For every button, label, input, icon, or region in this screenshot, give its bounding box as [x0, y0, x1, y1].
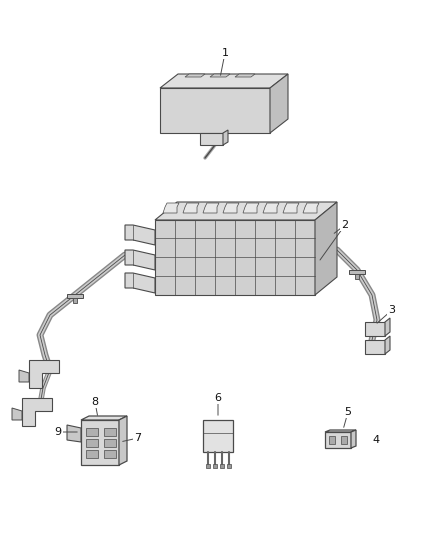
- Polygon shape: [125, 273, 155, 293]
- Polygon shape: [19, 370, 29, 382]
- Polygon shape: [104, 428, 116, 436]
- Polygon shape: [325, 430, 356, 432]
- Polygon shape: [351, 430, 356, 448]
- Polygon shape: [385, 318, 390, 336]
- Text: 3: 3: [389, 305, 396, 315]
- Polygon shape: [341, 436, 347, 444]
- Polygon shape: [185, 74, 205, 77]
- Polygon shape: [303, 203, 319, 213]
- Polygon shape: [86, 428, 98, 436]
- Polygon shape: [349, 270, 365, 274]
- Polygon shape: [210, 74, 230, 77]
- Polygon shape: [67, 425, 81, 442]
- Polygon shape: [86, 439, 98, 447]
- Polygon shape: [160, 74, 288, 88]
- Polygon shape: [325, 432, 351, 448]
- Polygon shape: [385, 336, 390, 354]
- Polygon shape: [227, 464, 231, 468]
- Text: 6: 6: [215, 393, 222, 403]
- Text: 7: 7: [134, 433, 141, 443]
- Polygon shape: [119, 416, 127, 465]
- Polygon shape: [235, 74, 255, 77]
- Polygon shape: [81, 416, 127, 420]
- Polygon shape: [155, 220, 315, 295]
- Polygon shape: [315, 202, 337, 295]
- Polygon shape: [263, 203, 279, 213]
- Polygon shape: [200, 133, 223, 145]
- Polygon shape: [220, 464, 224, 468]
- Text: 1: 1: [222, 48, 229, 58]
- Polygon shape: [365, 340, 385, 354]
- Polygon shape: [86, 450, 98, 458]
- Polygon shape: [73, 298, 77, 303]
- Polygon shape: [223, 203, 239, 213]
- Polygon shape: [183, 203, 199, 213]
- Polygon shape: [22, 398, 52, 426]
- Polygon shape: [125, 225, 155, 245]
- Polygon shape: [270, 74, 288, 133]
- Polygon shape: [206, 464, 210, 468]
- Polygon shape: [104, 450, 116, 458]
- Polygon shape: [12, 408, 22, 420]
- Polygon shape: [223, 130, 228, 145]
- Polygon shape: [29, 360, 59, 388]
- Polygon shape: [155, 202, 337, 220]
- Text: 4: 4: [372, 435, 380, 445]
- Polygon shape: [203, 420, 233, 452]
- Polygon shape: [243, 203, 259, 213]
- Polygon shape: [355, 274, 359, 279]
- Polygon shape: [81, 420, 119, 465]
- Polygon shape: [365, 322, 385, 336]
- Polygon shape: [67, 294, 83, 298]
- Polygon shape: [213, 464, 217, 468]
- Text: 8: 8: [92, 397, 99, 407]
- Polygon shape: [163, 203, 179, 213]
- Polygon shape: [125, 250, 155, 270]
- Polygon shape: [160, 88, 270, 133]
- Polygon shape: [203, 203, 219, 213]
- Text: 5: 5: [345, 407, 352, 417]
- Text: 9: 9: [54, 427, 62, 437]
- Polygon shape: [329, 436, 335, 444]
- Polygon shape: [104, 439, 116, 447]
- Polygon shape: [283, 203, 299, 213]
- Text: 2: 2: [342, 220, 349, 230]
